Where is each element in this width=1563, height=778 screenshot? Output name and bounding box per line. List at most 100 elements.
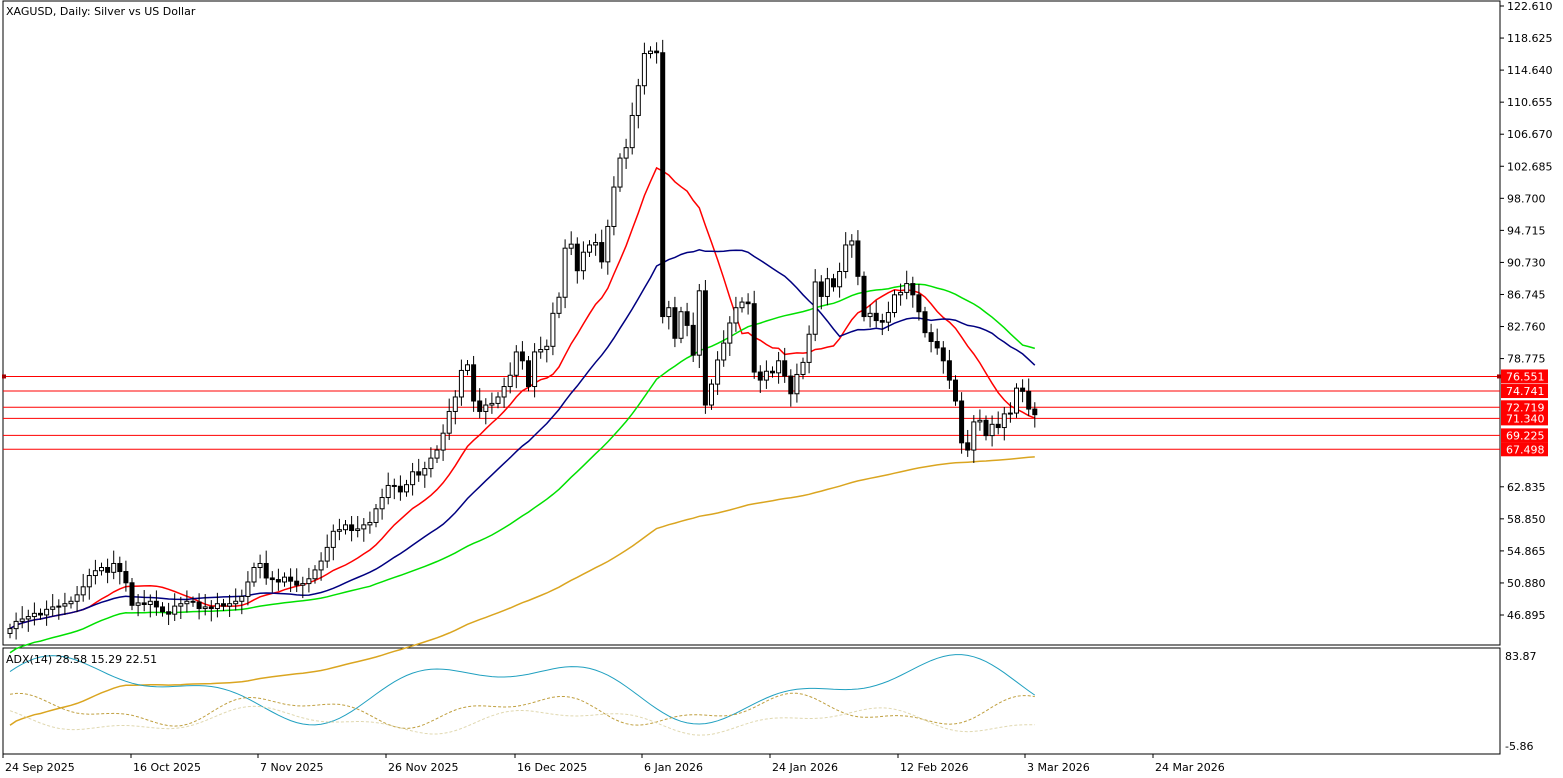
candle-body — [1032, 408, 1038, 416]
candle-body — [751, 303, 757, 373]
adx-main-line — [9, 654, 1036, 726]
candle-body — [31, 612, 37, 618]
candle-body — [99, 567, 104, 572]
candle-body — [995, 423, 1001, 429]
level-anchor[interactable] — [2, 374, 6, 379]
level-tag — [1501, 369, 1548, 384]
candle-body — [800, 361, 806, 375]
candle-body — [831, 278, 836, 288]
level-anchor[interactable] — [1497, 374, 1501, 379]
candle-body — [221, 603, 226, 607]
candle-body — [471, 364, 477, 402]
candle-body — [971, 421, 977, 451]
indicator-title: ADX(14) 28.58 15.29 22.51 — [6, 653, 157, 666]
candle-body — [861, 275, 867, 318]
price-tick-label: 90.730 — [1507, 256, 1546, 269]
level-tag-label: 76.551 — [1506, 370, 1545, 383]
candle-body — [434, 449, 440, 459]
candle-body — [306, 578, 312, 585]
candle-body — [922, 311, 928, 334]
candle-body — [910, 283, 916, 296]
candle-body — [477, 400, 483, 412]
candle-body — [538, 349, 544, 353]
price-tick-label: 98.700 — [1507, 192, 1546, 205]
date-tick-label: 26 Nov 2025 — [388, 761, 458, 774]
candle-body — [269, 577, 275, 581]
candle-body — [410, 471, 416, 486]
candle-body — [892, 294, 897, 314]
price-pane[interactable] — [2, 0, 1501, 646]
adx-axis-bottom: -5.86 — [1505, 740, 1533, 753]
candle-body — [916, 294, 922, 313]
price-tick-label: 86.745 — [1507, 288, 1546, 301]
candle-body — [214, 603, 220, 610]
candle-body — [867, 312, 873, 318]
candle-body — [50, 606, 56, 610]
adx-lines — [9, 654, 1036, 736]
date-tick-label: 16 Oct 2025 — [133, 761, 201, 774]
price-tick-label: 114.640 — [1507, 64, 1553, 77]
candle-body — [654, 50, 660, 54]
candle-body — [1007, 412, 1013, 415]
date-tick-label: 3 Mar 2026 — [1027, 761, 1090, 774]
candle-body — [593, 242, 599, 246]
candle-body — [68, 600, 74, 605]
candle-body — [391, 484, 397, 487]
candle-body — [1001, 413, 1007, 429]
horizontal-levels[interactable] — [2, 374, 1501, 450]
candle-body — [940, 347, 946, 362]
candle-body — [227, 603, 233, 607]
level-tag-label: 74.741 — [1506, 385, 1545, 398]
candle-body — [855, 240, 861, 277]
candle-body — [141, 602, 147, 606]
candle-body — [404, 484, 409, 493]
date-tick-label: 24 Jan 2026 — [772, 761, 838, 774]
candle-body — [806, 333, 812, 363]
candle-body — [495, 396, 501, 404]
level-tag-label: 67.498 — [1506, 443, 1545, 456]
candle-body — [184, 600, 190, 605]
level-tag-label: 72.719 — [1506, 401, 1545, 414]
candle-body — [74, 594, 80, 602]
candle-body — [641, 53, 647, 87]
candle-body — [111, 562, 117, 573]
candle-body — [446, 410, 452, 434]
symbol-title: XAGUSD, Daily: Silver vs US Dollar — [6, 5, 196, 18]
adx-plus-di-line — [9, 692, 1035, 729]
candle-body — [318, 560, 324, 571]
candle-body — [782, 360, 788, 377]
candle-body — [904, 283, 910, 293]
candle-body — [62, 603, 68, 607]
price-tick-label: 62.835 — [1507, 481, 1546, 494]
candle-body — [300, 583, 306, 586]
adx-minus-di-line — [9, 705, 1035, 736]
candle-body — [898, 291, 904, 296]
candle-body — [349, 524, 355, 532]
candle-body — [489, 402, 495, 406]
candle-body — [422, 468, 428, 476]
candle-body — [550, 312, 556, 347]
date-tick-label: 7 Nov 2025 — [260, 761, 323, 774]
candle-body — [312, 569, 318, 580]
candle-body — [330, 530, 336, 548]
candle-body — [837, 271, 843, 288]
candle-body — [556, 296, 562, 314]
date-axis: 24 Sep 2025 16 Oct 2025 7 Nov 2025 26 Nov 2… — [2, 754, 1225, 774]
candle-body — [440, 432, 446, 451]
candle-body — [385, 484, 391, 499]
indicator-pane[interactable] — [2, 647, 1501, 755]
candle-body — [733, 307, 739, 324]
candle-body — [458, 369, 464, 398]
price-tick-label: 58.850 — [1507, 513, 1546, 526]
candle-body — [568, 243, 574, 249]
candle-body — [80, 586, 86, 596]
price-tick-label: 54.865 — [1507, 545, 1546, 558]
candle-body — [13, 620, 19, 630]
candle-body — [416, 471, 422, 476]
candle-body — [580, 251, 586, 272]
candle-body — [172, 605, 178, 615]
candle-body — [983, 419, 989, 437]
